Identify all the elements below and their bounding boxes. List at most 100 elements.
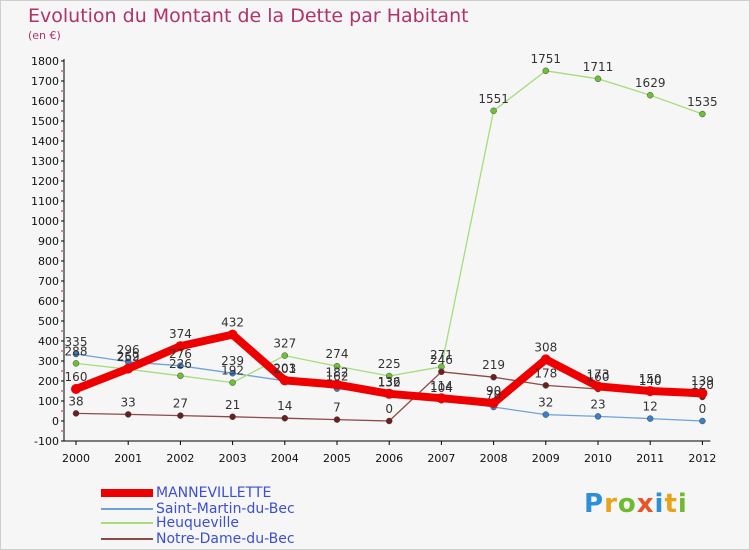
- data-label-mannevillette: 374: [169, 327, 192, 341]
- data-point-notre-dame-du-bec: [490, 373, 497, 381]
- data-point-heuqueville: [385, 372, 393, 380]
- data-point-mannevillette: [175, 341, 186, 352]
- data-point-saint-martin-du-bec: [594, 413, 602, 420]
- data-label-mannevillette: 262: [117, 350, 140, 364]
- data-point-heuqueville: [594, 75, 602, 83]
- x-tick-label: 2004: [271, 452, 299, 465]
- data-point-saint-martin-du-bec: [177, 362, 184, 370]
- data-label-saint-martin-du-bec: 239: [221, 354, 244, 368]
- data-point-mannevillette: [123, 363, 134, 374]
- legend-swatch-notre-dame-du-bec: [101, 538, 153, 540]
- data-point-heuqueville: [229, 379, 236, 386]
- data-label-mannevillette: 136: [378, 375, 401, 389]
- data-point-saint-martin-du-bec: [229, 369, 236, 377]
- y-tick-label: 200: [38, 375, 59, 388]
- x-tick-label: 2002: [166, 452, 194, 465]
- data-point-notre-dame-du-bec: [438, 368, 445, 376]
- data-label-heuqueville: 225: [378, 357, 401, 371]
- data-label-heuqueville: 259: [117, 350, 140, 364]
- y-tick-label: 1800: [31, 55, 59, 68]
- y-tick-label: 1600: [31, 95, 59, 108]
- data-point-mannevillette: [436, 393, 447, 404]
- legend-label-mannevillette: MANNEVILLETTE: [156, 485, 272, 501]
- data-label-heuqueville: 1535: [687, 95, 718, 109]
- data-label-notre-dame-du-bec: 7: [333, 401, 341, 415]
- y-tick-label: 400: [38, 335, 59, 348]
- y-tick-label: 1700: [31, 75, 59, 88]
- y-tick-label: 600: [38, 295, 59, 308]
- chart-title: Evolution du Montant de la Dette par Hab…: [28, 5, 469, 27]
- data-point-mannevillette: [71, 384, 81, 394]
- data-label-heuqueville: 1711: [583, 60, 614, 74]
- y-tick-label: 800: [38, 255, 59, 268]
- y-tick-label: 1400: [31, 135, 59, 148]
- logo-letter: r: [604, 489, 618, 519]
- data-point-heuqueville: [699, 110, 706, 118]
- data-point-notre-dame-du-bec: [542, 382, 550, 389]
- data-label-saint-martin-du-bec: 162: [326, 370, 349, 384]
- data-label-mannevillette: 173: [587, 367, 610, 381]
- data-label-notre-dame-du-bec: 0: [385, 402, 393, 416]
- data-point-mannevillette: [645, 386, 656, 396]
- legend-item-heuqueville: Heuqueville: [101, 515, 401, 531]
- data-label-saint-martin-du-bec: 276: [169, 347, 192, 361]
- data-point-mannevillette: [279, 375, 290, 386]
- data-label-notre-dame-du-bec: 160: [587, 370, 610, 384]
- data-label-notre-dame-du-bec: 219: [482, 358, 505, 372]
- data-label-notre-dame-du-bec: 21: [225, 398, 240, 412]
- data-label-saint-martin-du-bec: 296: [117, 343, 140, 357]
- data-label-notre-dame-du-bec: 178: [534, 366, 557, 380]
- data-label-mannevillette: 90: [486, 384, 501, 398]
- data-label-heuqueville: 274: [326, 347, 349, 361]
- data-label-mannevillette: 182: [326, 366, 349, 380]
- legend-label-heuqueville: Heuqueville: [156, 515, 239, 531]
- data-label-saint-martin-du-bec: 104: [430, 381, 453, 395]
- data-label-saint-martin-du-bec: 132: [378, 376, 401, 390]
- data-label-saint-martin-du-bec: 201: [273, 362, 296, 376]
- legend-label-saint-martin-du-bec: Saint-Martin-du-Bec: [156, 501, 295, 517]
- x-tick-label: 2003: [219, 452, 247, 465]
- data-label-mannevillette: 139: [691, 374, 714, 388]
- data-label-saint-martin-du-bec: 70: [486, 388, 501, 402]
- data-point-heuqueville: [177, 372, 184, 380]
- data-point-saint-martin-du-bec: [542, 411, 550, 418]
- data-label-notre-dame-du-bec: 38: [68, 394, 83, 408]
- data-point-mannevillette: [697, 388, 708, 399]
- x-tick-label: 2007: [427, 452, 455, 465]
- y-tick-label: 1000: [31, 215, 59, 228]
- data-point-heuqueville: [646, 91, 654, 99]
- data-label-mannevillette: 432: [221, 316, 244, 330]
- legend-item-saint-martin-du-bec: Saint-Martin-du-Bec: [101, 501, 401, 517]
- legend-item-mannevillette: MANNEVILLETTE: [101, 485, 401, 501]
- data-label-mannevillette: 160: [65, 370, 88, 384]
- data-point-heuqueville: [72, 360, 80, 367]
- data-label-saint-martin-du-bec: 12: [643, 400, 658, 414]
- data-label-heuqueville: 288: [65, 344, 88, 358]
- y-tick-label: 700: [38, 275, 59, 288]
- data-point-mannevillette: [332, 379, 342, 390]
- data-label-saint-martin-du-bec: 23: [590, 397, 605, 411]
- x-tick-label: 2011: [636, 452, 664, 465]
- y-tick-label: 900: [38, 235, 59, 248]
- legend-item-notre-dame-du-bec: Notre-Dame-du-Bec: [101, 531, 401, 547]
- data-point-saint-martin-du-bec: [72, 350, 80, 358]
- y-tick-label: -100: [34, 435, 59, 448]
- data-label-notre-dame-du-bec: 27: [173, 397, 188, 411]
- chart-plot: -100010020030040050060070080090010001100…: [31, 52, 718, 465]
- y-tick-label: 500: [38, 315, 59, 328]
- y-tick-label: 1100: [31, 195, 59, 208]
- x-tick-label: 2012: [688, 452, 716, 465]
- data-label-heuqueville: 1551: [478, 92, 509, 106]
- data-point-notre-dame-du-bec: [72, 410, 80, 417]
- y-tick-label: 0: [52, 415, 59, 428]
- y-tick-label: 1500: [31, 115, 59, 128]
- logo-letter: i: [677, 489, 688, 519]
- data-label-mannevillette: 114: [430, 379, 453, 393]
- unit-label: (en €): [28, 29, 61, 42]
- data-label-heuqueville: 327: [273, 337, 296, 351]
- legend-swatch-mannevillette: [101, 489, 153, 497]
- data-label-notre-dame-du-bec: 140: [639, 374, 662, 388]
- data-point-notre-dame-du-bec: [229, 413, 236, 421]
- logo-letter: t: [664, 489, 678, 519]
